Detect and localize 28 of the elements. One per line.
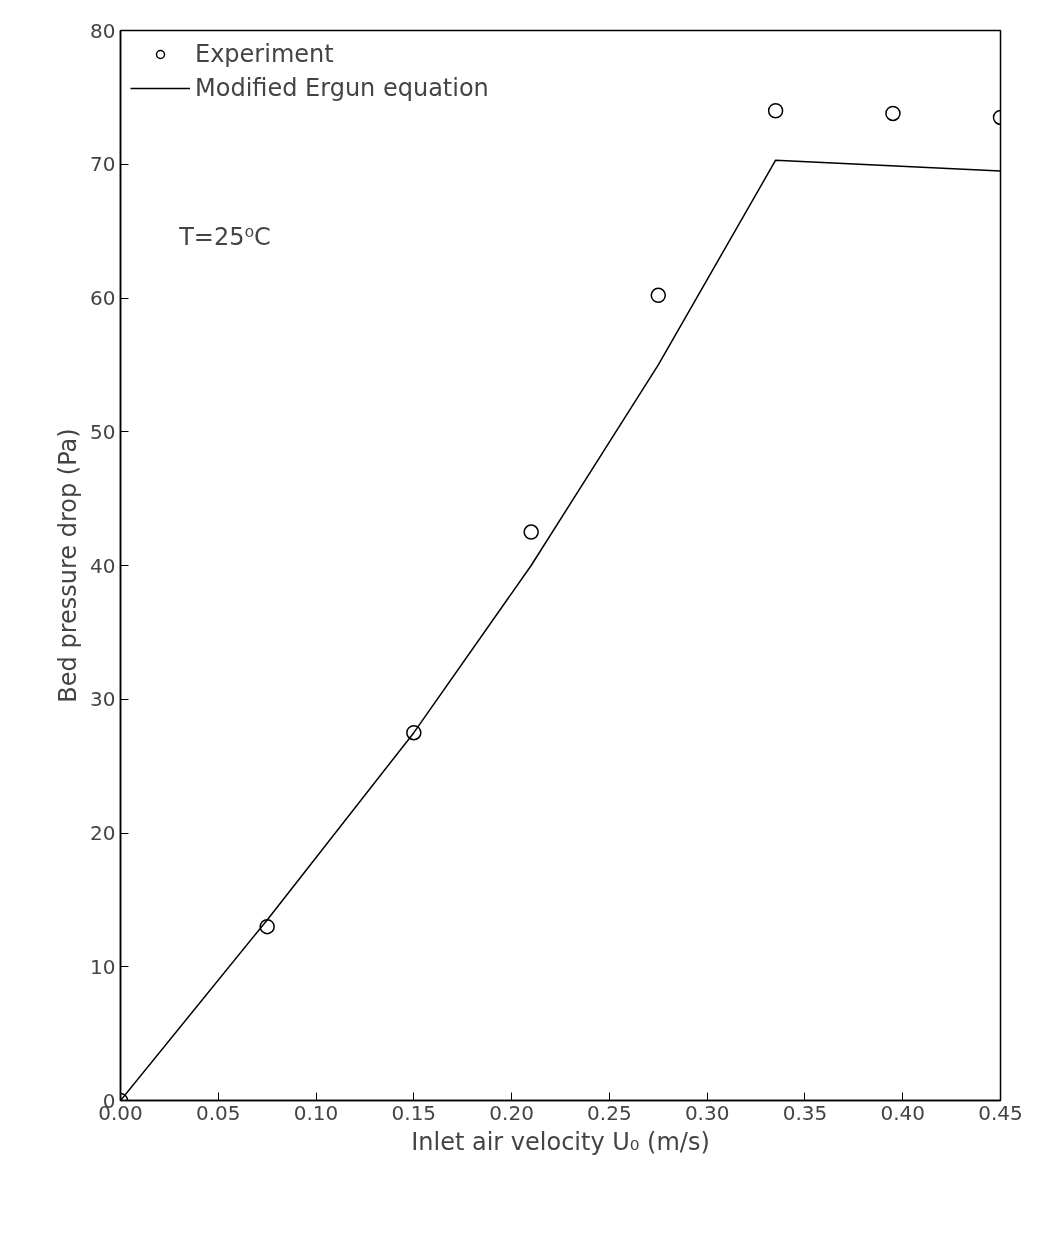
point [885, 105, 901, 122]
x-axis-title: Inlet air velocity U₀ (m/s) [411, 1127, 710, 1156]
y-tick-label: 40 [90, 553, 116, 578]
y-tick-label: 30 [90, 687, 116, 712]
legend-label: Modified Ergun equation [195, 74, 489, 102]
point [523, 524, 539, 540]
y-tick-label: 60 [90, 286, 116, 310]
point [406, 724, 422, 741]
x-tick-label: 0.30 [684, 1100, 730, 1125]
y-tick-label: 10 [90, 954, 116, 979]
y-tick-label: 50 [90, 419, 116, 444]
point [259, 918, 275, 935]
point [650, 287, 667, 304]
y-axis-title: Bed pressure drop (Pa) [54, 428, 83, 703]
x-tick-label: 0.10 [293, 1100, 339, 1125]
x-tick-label: 0.35 [782, 1100, 828, 1125]
x-tick-label: 0.15 [391, 1100, 437, 1125]
legend-label: Experiment [195, 40, 334, 68]
x-tick-label: 0.20 [489, 1100, 534, 1125]
x-tick-label: 0.05 [196, 1100, 241, 1125]
x-tick-label: 0.25 [587, 1100, 632, 1125]
annotation: T=25⁰C [178, 223, 271, 252]
point [767, 103, 784, 119]
y-tick-label: 70 [90, 152, 116, 177]
x-tick-label: 0.45 [978, 1100, 1023, 1125]
x-tick-label: 0.40 [880, 1100, 925, 1125]
y-tick-label: 80 [90, 18, 116, 43]
y-tick-label: 20 [90, 821, 116, 845]
